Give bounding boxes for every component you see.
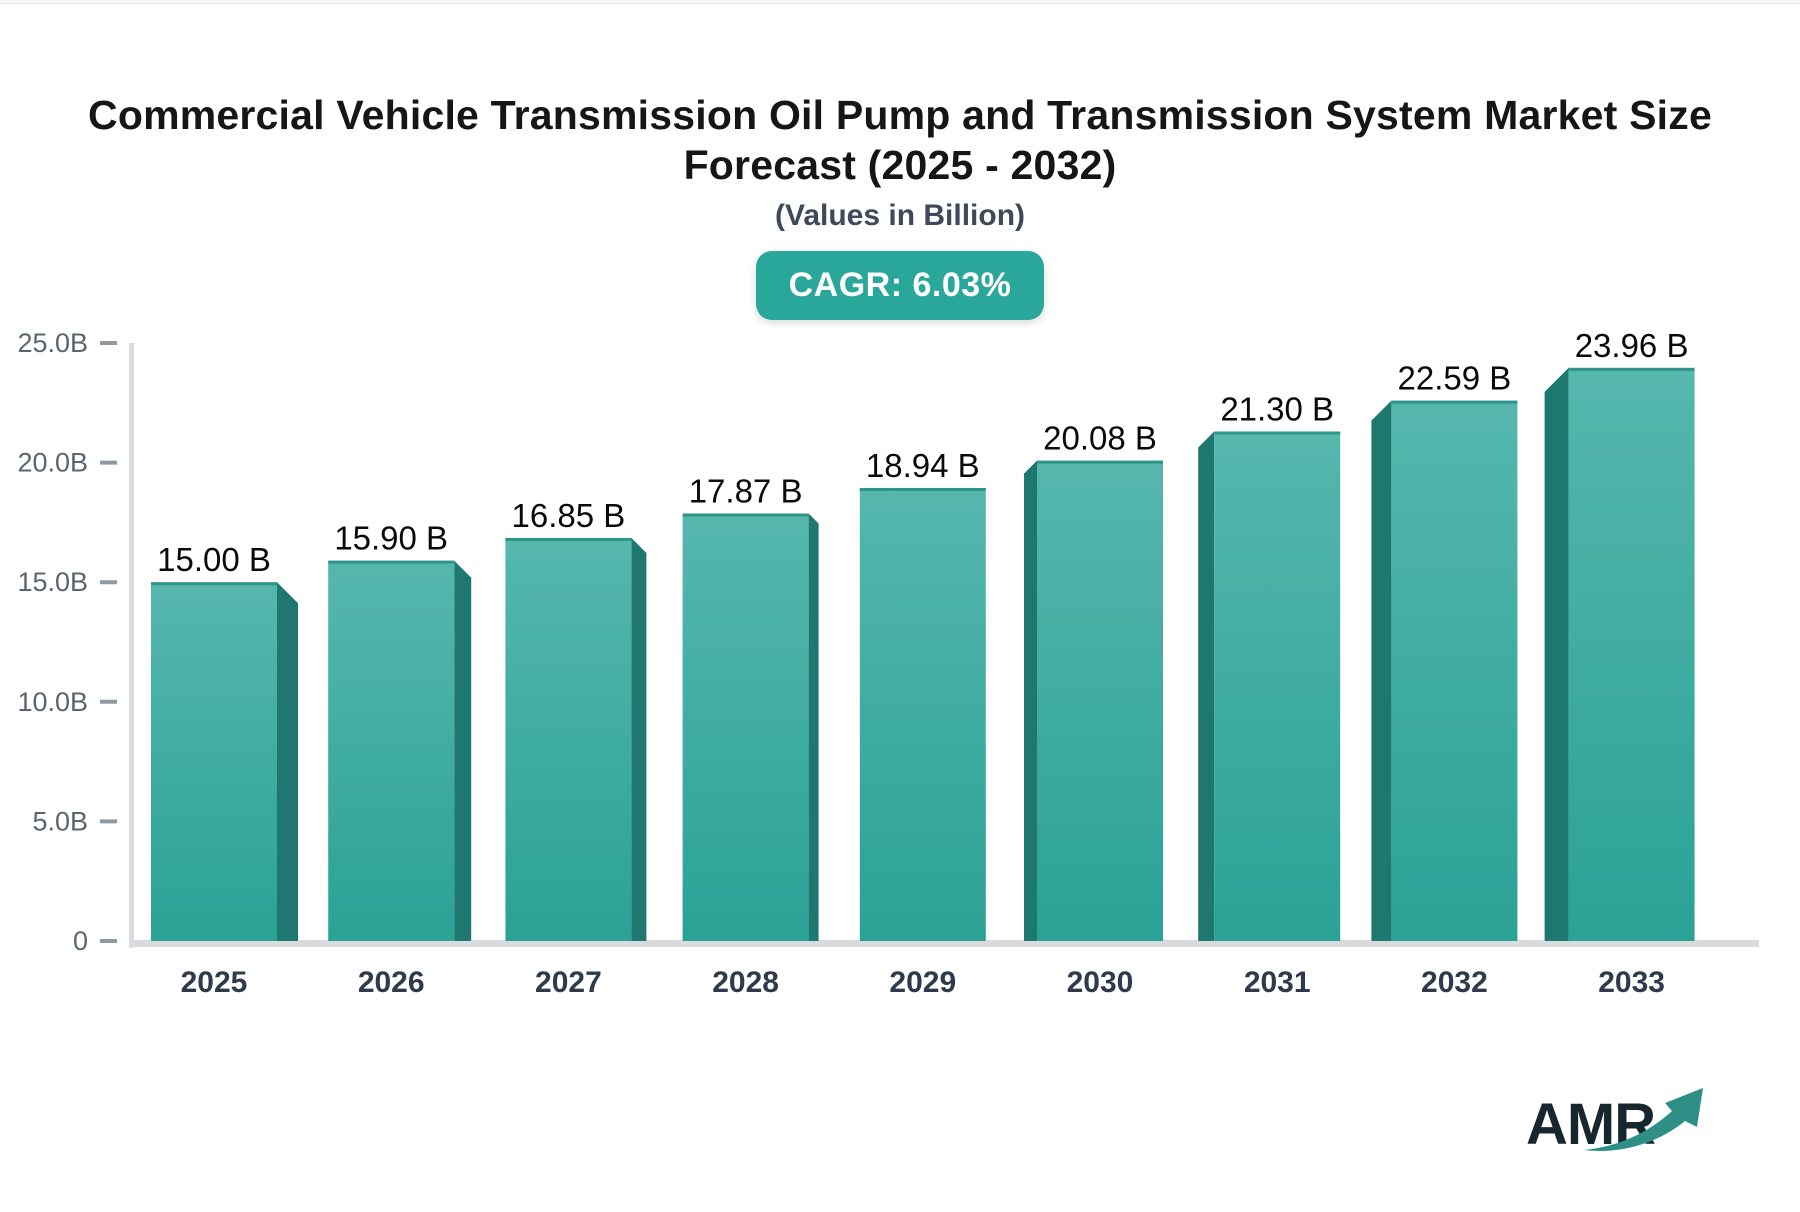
bar-side-face: [1544, 367, 1569, 941]
bar-side-face: [631, 537, 647, 941]
y-tick-label: 5.0B: [32, 806, 88, 836]
bar: [1024, 460, 1163, 941]
bar-front-face: [1568, 367, 1695, 941]
bar-side-face: [1198, 431, 1215, 941]
x-axis-category-label: 2030: [1067, 966, 1134, 999]
chart-subtitle: (Values in Billion): [774, 199, 1026, 232]
chart-header: Commercial Vehicle Transmission Oil Pump…: [0, 90, 1800, 320]
bar-side-face: [277, 582, 298, 941]
y-axis-line: [129, 343, 134, 948]
y-tick-label: 10.0B: [17, 687, 88, 717]
chart-title-line-2: Forecast (2025 - 2032): [683, 142, 1117, 188]
chart-title-line-1: Commercial Vehicle Transmission Oil Pump…: [88, 92, 1712, 138]
amr-logo-text: AMR: [1526, 1092, 1655, 1157]
bar-value-label: 22.59 B: [1398, 360, 1512, 397]
bar-side-face: [1024, 460, 1037, 941]
bar-side-face: [808, 513, 819, 941]
bar-value-label: 15.90 B: [334, 520, 448, 557]
bar-value-label: 20.08 B: [1043, 420, 1157, 457]
bar-value-label: 23.96 B: [1575, 327, 1689, 364]
bar-value-label: 21.30 B: [1220, 391, 1334, 428]
bar: [1544, 367, 1695, 941]
bar-front-face: [505, 537, 632, 941]
bar: [328, 560, 472, 941]
bar-value-label: 16.85 B: [512, 497, 626, 534]
y-tick-label: 20.0B: [17, 448, 88, 478]
bar: [1198, 431, 1341, 941]
bar-front-face: [1037, 460, 1163, 941]
bar-front-face: [151, 582, 277, 941]
bar: [1371, 400, 1518, 941]
x-axis-category-label: 2025: [181, 966, 248, 999]
x-axis-category-label: 2033: [1598, 966, 1665, 999]
y-tick-label: 25.0B: [17, 328, 88, 358]
bar-front-face: [328, 560, 455, 941]
bar-value-label: 17.87 B: [689, 473, 803, 510]
cagr-badge: CAGR: 6.03%: [755, 251, 1045, 320]
y-tick-label: 15.0B: [17, 567, 88, 597]
bar: [682, 513, 819, 941]
amr-logo: AMR: [1526, 1088, 1703, 1157]
bar-side-face: [1371, 400, 1392, 941]
x-axis-category-label: 2029: [889, 966, 956, 999]
bar-front-face: [859, 487, 986, 941]
bar: [505, 537, 647, 941]
top-border-strip: [0, 0, 1800, 4]
bar-front-face: [682, 513, 809, 941]
bar: [151, 582, 298, 941]
x-axis-category-label: 2031: [1244, 966, 1311, 999]
amr-logo-arrow-icon: [1584, 1088, 1703, 1151]
x-axis-category-label: 2027: [535, 966, 602, 999]
y-tick-label: 0: [73, 926, 88, 956]
bar-side-face: [454, 560, 472, 941]
bar: [859, 487, 986, 941]
x-axis-category-label: 2028: [712, 966, 779, 999]
bar-front-face: [1391, 400, 1518, 941]
x-axis-category-label: 2032: [1421, 966, 1488, 999]
bar-front-face: [1214, 431, 1341, 941]
bar-value-label: 15.00 B: [157, 541, 271, 578]
x-axis-line: [129, 940, 1759, 947]
x-axis-category-label: 2026: [358, 966, 425, 999]
bar-value-label: 18.94 B: [866, 447, 980, 484]
